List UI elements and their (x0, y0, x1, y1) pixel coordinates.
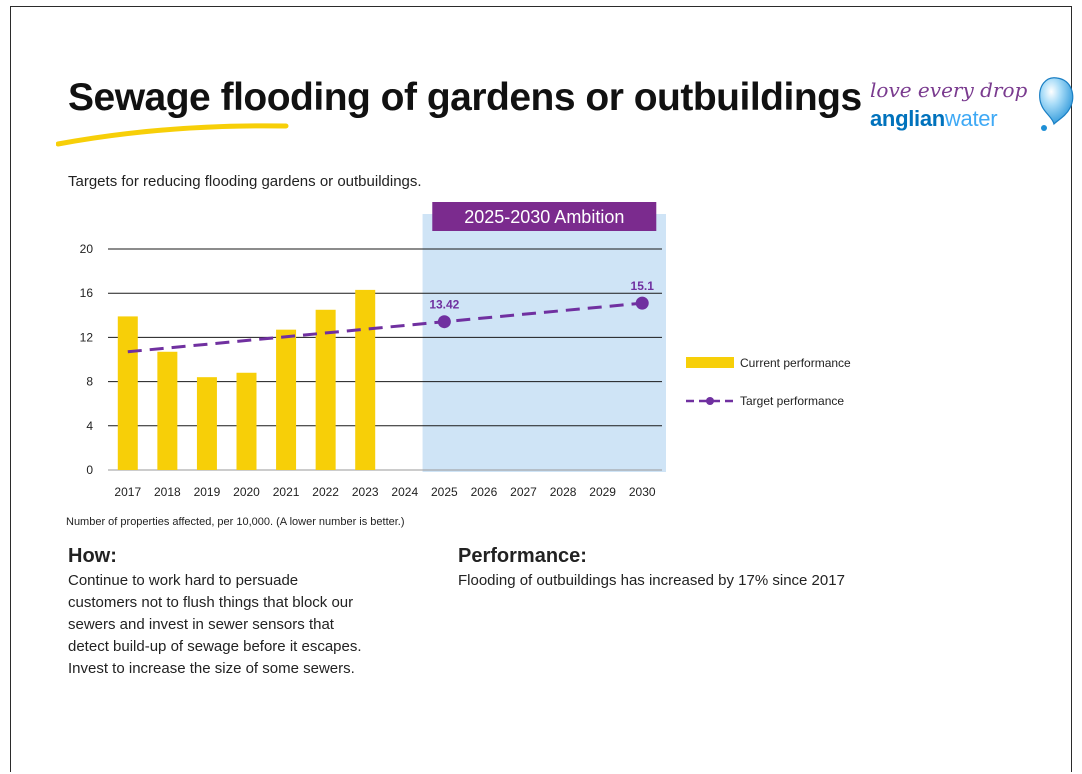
y-tick-label: 4 (86, 419, 93, 433)
y-tick-label: 16 (80, 286, 94, 300)
y-tick-label: 20 (80, 242, 94, 256)
x-tick-label: 2017 (114, 485, 141, 499)
x-tick-label: 2018 (154, 485, 181, 499)
water-drop-icon (1039, 77, 1074, 131)
bar (236, 372, 257, 470)
logo-brand-light: water (944, 106, 998, 131)
legend-label-target: Target performance (740, 394, 845, 408)
target-marker (635, 296, 649, 310)
x-tick-label: 2019 (194, 485, 221, 499)
data-label: 13.42 (429, 298, 459, 312)
performance-heading: Performance: (458, 545, 587, 567)
legend-key-current (686, 357, 734, 368)
x-tick-label: 2021 (273, 485, 300, 499)
chart-footnote: Number of properties affected, per 10,00… (66, 516, 405, 528)
how-line: Invest to increase the size of some sewe… (68, 660, 355, 677)
performance-text: Flooding of outbuildings has increased b… (458, 572, 845, 589)
x-tick-label: 2028 (550, 485, 577, 499)
x-tick-label: 2022 (312, 485, 339, 499)
bar (196, 377, 217, 470)
ambition-shade (422, 214, 666, 472)
bar (117, 316, 138, 470)
logo-brand: anglianwater (870, 106, 998, 132)
x-tick-label: 2030 (629, 485, 656, 499)
x-tick-label: 2025 (431, 485, 458, 499)
x-tick-label: 2020 (233, 485, 260, 499)
title-underline-swoosh (56, 123, 289, 147)
ambition-label: 2025-2030 Ambition (464, 207, 624, 227)
how-line: customers not to flush things that block… (68, 594, 354, 611)
target-marker (437, 315, 451, 329)
x-tick-label: 2027 (510, 485, 537, 499)
data-label: 15.1 (631, 279, 655, 293)
anglian-water-logo: love every drop anglianwater (866, 77, 1076, 140)
x-tick-label: 2026 (471, 485, 498, 499)
bar (276, 329, 297, 470)
ambition-label-box (432, 202, 657, 231)
bar (315, 309, 336, 470)
page-title: Sewage flooding of gardens or outbuildin… (68, 76, 862, 119)
legend-label-current: Current performance (740, 356, 851, 370)
chart-subtitle: Targets for reducing flooding gardens or… (68, 173, 422, 190)
x-tick-label: 2024 (391, 485, 418, 499)
bar (355, 289, 376, 470)
logo-tagline: love every drop (870, 78, 1028, 102)
y-tick-label: 8 (86, 375, 93, 389)
how-heading: How: (68, 545, 117, 567)
how-line: Continue to work hard to persuade (68, 572, 299, 589)
bar (157, 351, 178, 470)
x-tick-label: 2029 (589, 485, 616, 499)
how-line: sewers and invest in sewer sensors that (68, 616, 334, 633)
x-tick-label: 2023 (352, 485, 379, 499)
y-tick-label: 12 (80, 330, 94, 344)
y-tick-label: 0 (86, 463, 93, 477)
how-line: detect build-up of sewage before it esca… (68, 638, 362, 655)
logo-brand-bold: anglian (870, 106, 945, 131)
legend-key-target-marker (706, 397, 714, 405)
how-body: Continue to work hard to persuade custom… (68, 570, 362, 680)
